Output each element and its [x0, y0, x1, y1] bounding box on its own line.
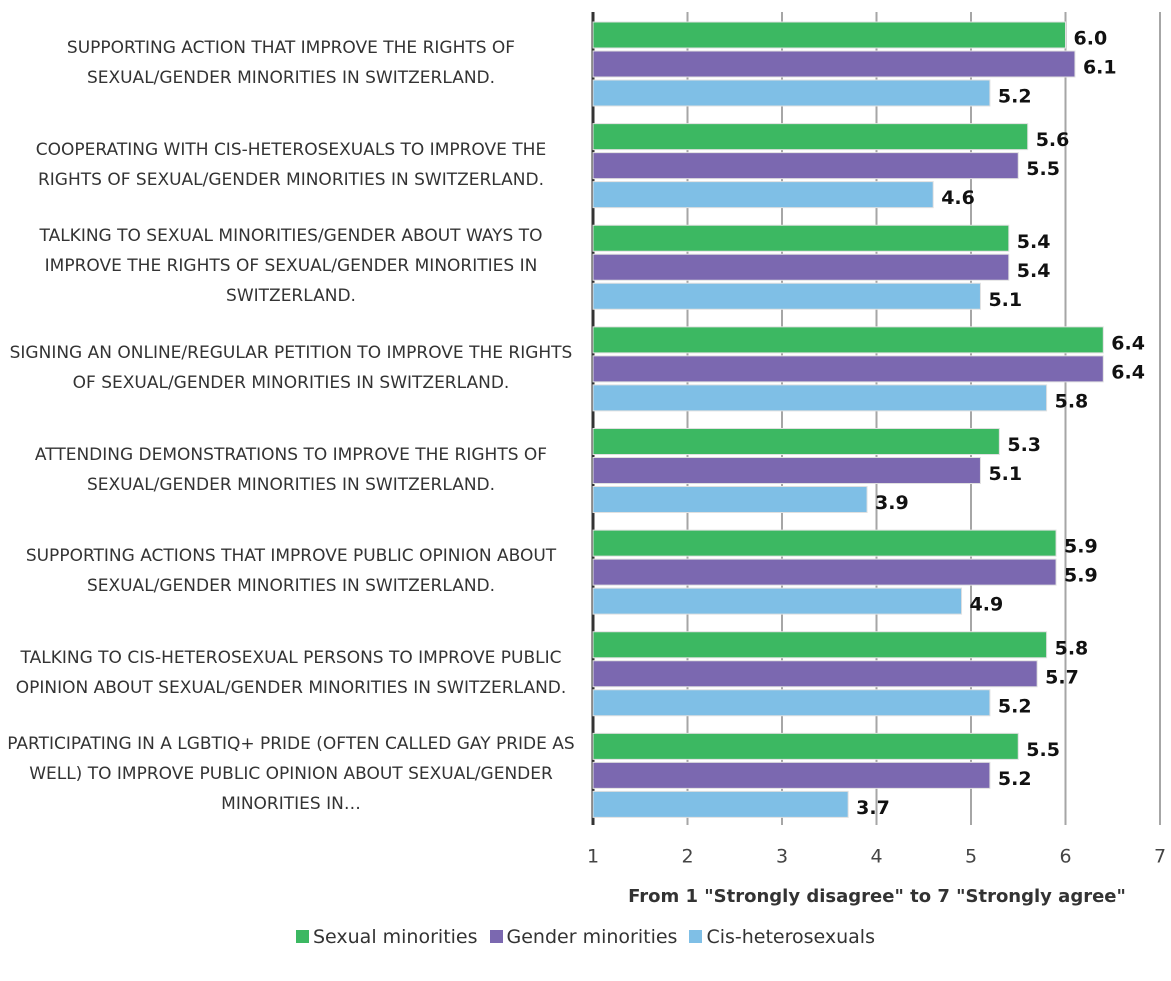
bar	[592, 181, 934, 209]
legend-swatch	[689, 930, 703, 943]
value-label: 5.9	[1064, 536, 1098, 558]
value-label: 5.1	[988, 289, 1022, 311]
value-label: 5.6	[1036, 129, 1070, 151]
value-label: 5.5	[1026, 739, 1060, 761]
legend-item: Gender minorities	[489, 926, 678, 948]
value-label: 3.9	[875, 492, 909, 514]
value-label: 5.5	[1026, 158, 1060, 180]
bar	[592, 21, 1066, 49]
bar	[592, 660, 1038, 688]
category-label: COOPERATING WITH CIS-HETEROSEXUALS TO IM…	[35, 139, 547, 190]
bar	[592, 587, 963, 615]
bar	[592, 253, 1010, 281]
category-label: SUPPORTING ACTION THAT IMPROVE THE RIGHT…	[66, 38, 516, 88]
category-label: PARTICIPATING IN A LGBTIQ+ PRIDE (OFTEN …	[7, 734, 575, 815]
bar	[592, 224, 1010, 252]
legend: Sexual minorities Gender minorities Cis-he…	[0, 926, 1171, 948]
bar	[592, 50, 1076, 78]
bar	[592, 282, 981, 310]
legend-swatch	[295, 930, 309, 943]
x-tick-label: 6	[1059, 846, 1071, 868]
bar	[592, 355, 1104, 383]
bar	[592, 486, 868, 513]
category-label: SUPPORTING ACTIONS THAT IMPROVE PUBLIC O…	[25, 546, 557, 597]
value-label: 5.4	[1017, 231, 1051, 253]
legend-label: Sexual minorities	[312, 926, 478, 948]
x-tick-label: 2	[681, 846, 693, 868]
value-label: 5.1	[988, 463, 1022, 485]
value-label: 5.2	[998, 695, 1032, 717]
value-label: 6.1	[1083, 57, 1117, 79]
bar	[592, 761, 991, 789]
legend-item: Cis-heterosexuals	[689, 926, 875, 948]
bar	[592, 79, 991, 107]
value-label: 5.8	[1055, 637, 1089, 659]
legend-item: Sexual minorities	[295, 926, 478, 948]
value-label: 5.7	[1045, 666, 1079, 688]
bar	[592, 732, 1019, 760]
value-label: 5.2	[998, 86, 1032, 108]
value-label: 6.0	[1074, 28, 1108, 50]
value-label: 5.4	[1017, 260, 1051, 282]
x-tick-label: 7	[1154, 846, 1166, 868]
value-label: 3.7	[856, 797, 890, 819]
x-axis-title: From 1 "Strongly disagree" to 7 "Strongl…	[628, 886, 1126, 907]
legend-label: Gender minorities	[506, 926, 678, 948]
value-label: 6.4	[1111, 332, 1145, 354]
x-tick-label: 1	[587, 846, 599, 868]
bar	[592, 123, 1029, 151]
bar	[592, 631, 1048, 659]
bar	[592, 529, 1057, 557]
value-label: 5.2	[998, 768, 1032, 790]
value-label: 4.9	[970, 594, 1004, 616]
category-label: SIGNING AN ONLINE/REGULAR PETITION TO IM…	[9, 342, 573, 393]
bar	[592, 384, 1048, 412]
bar	[592, 326, 1104, 354]
bar	[592, 558, 1057, 586]
value-label: 5.3	[1007, 434, 1041, 456]
legend-label: Cis-heterosexuals	[706, 926, 875, 948]
x-tick-label: 5	[965, 846, 977, 868]
legend-swatch	[489, 930, 503, 943]
bar	[592, 689, 991, 717]
bar	[592, 428, 1000, 455]
x-tick-label: 3	[776, 846, 788, 868]
category-label: ATTENDING DEMONSTRATIONS TO IMPROVE THE …	[34, 444, 548, 495]
value-label: 6.4	[1111, 361, 1145, 383]
value-label: 4.6	[941, 187, 975, 209]
bar	[592, 152, 1019, 180]
bar	[592, 457, 981, 484]
value-label: 5.8	[1055, 390, 1089, 412]
category-label: TALKING TO CIS-HETEROSEXUAL PERSONS TO I…	[15, 647, 567, 698]
bar	[592, 790, 849, 818]
x-tick-label: 4	[870, 846, 882, 868]
category-label: TALKING TO SEXUAL MINORITIES/GENDER ABOU…	[39, 226, 543, 307]
value-label: 5.9	[1064, 565, 1098, 587]
